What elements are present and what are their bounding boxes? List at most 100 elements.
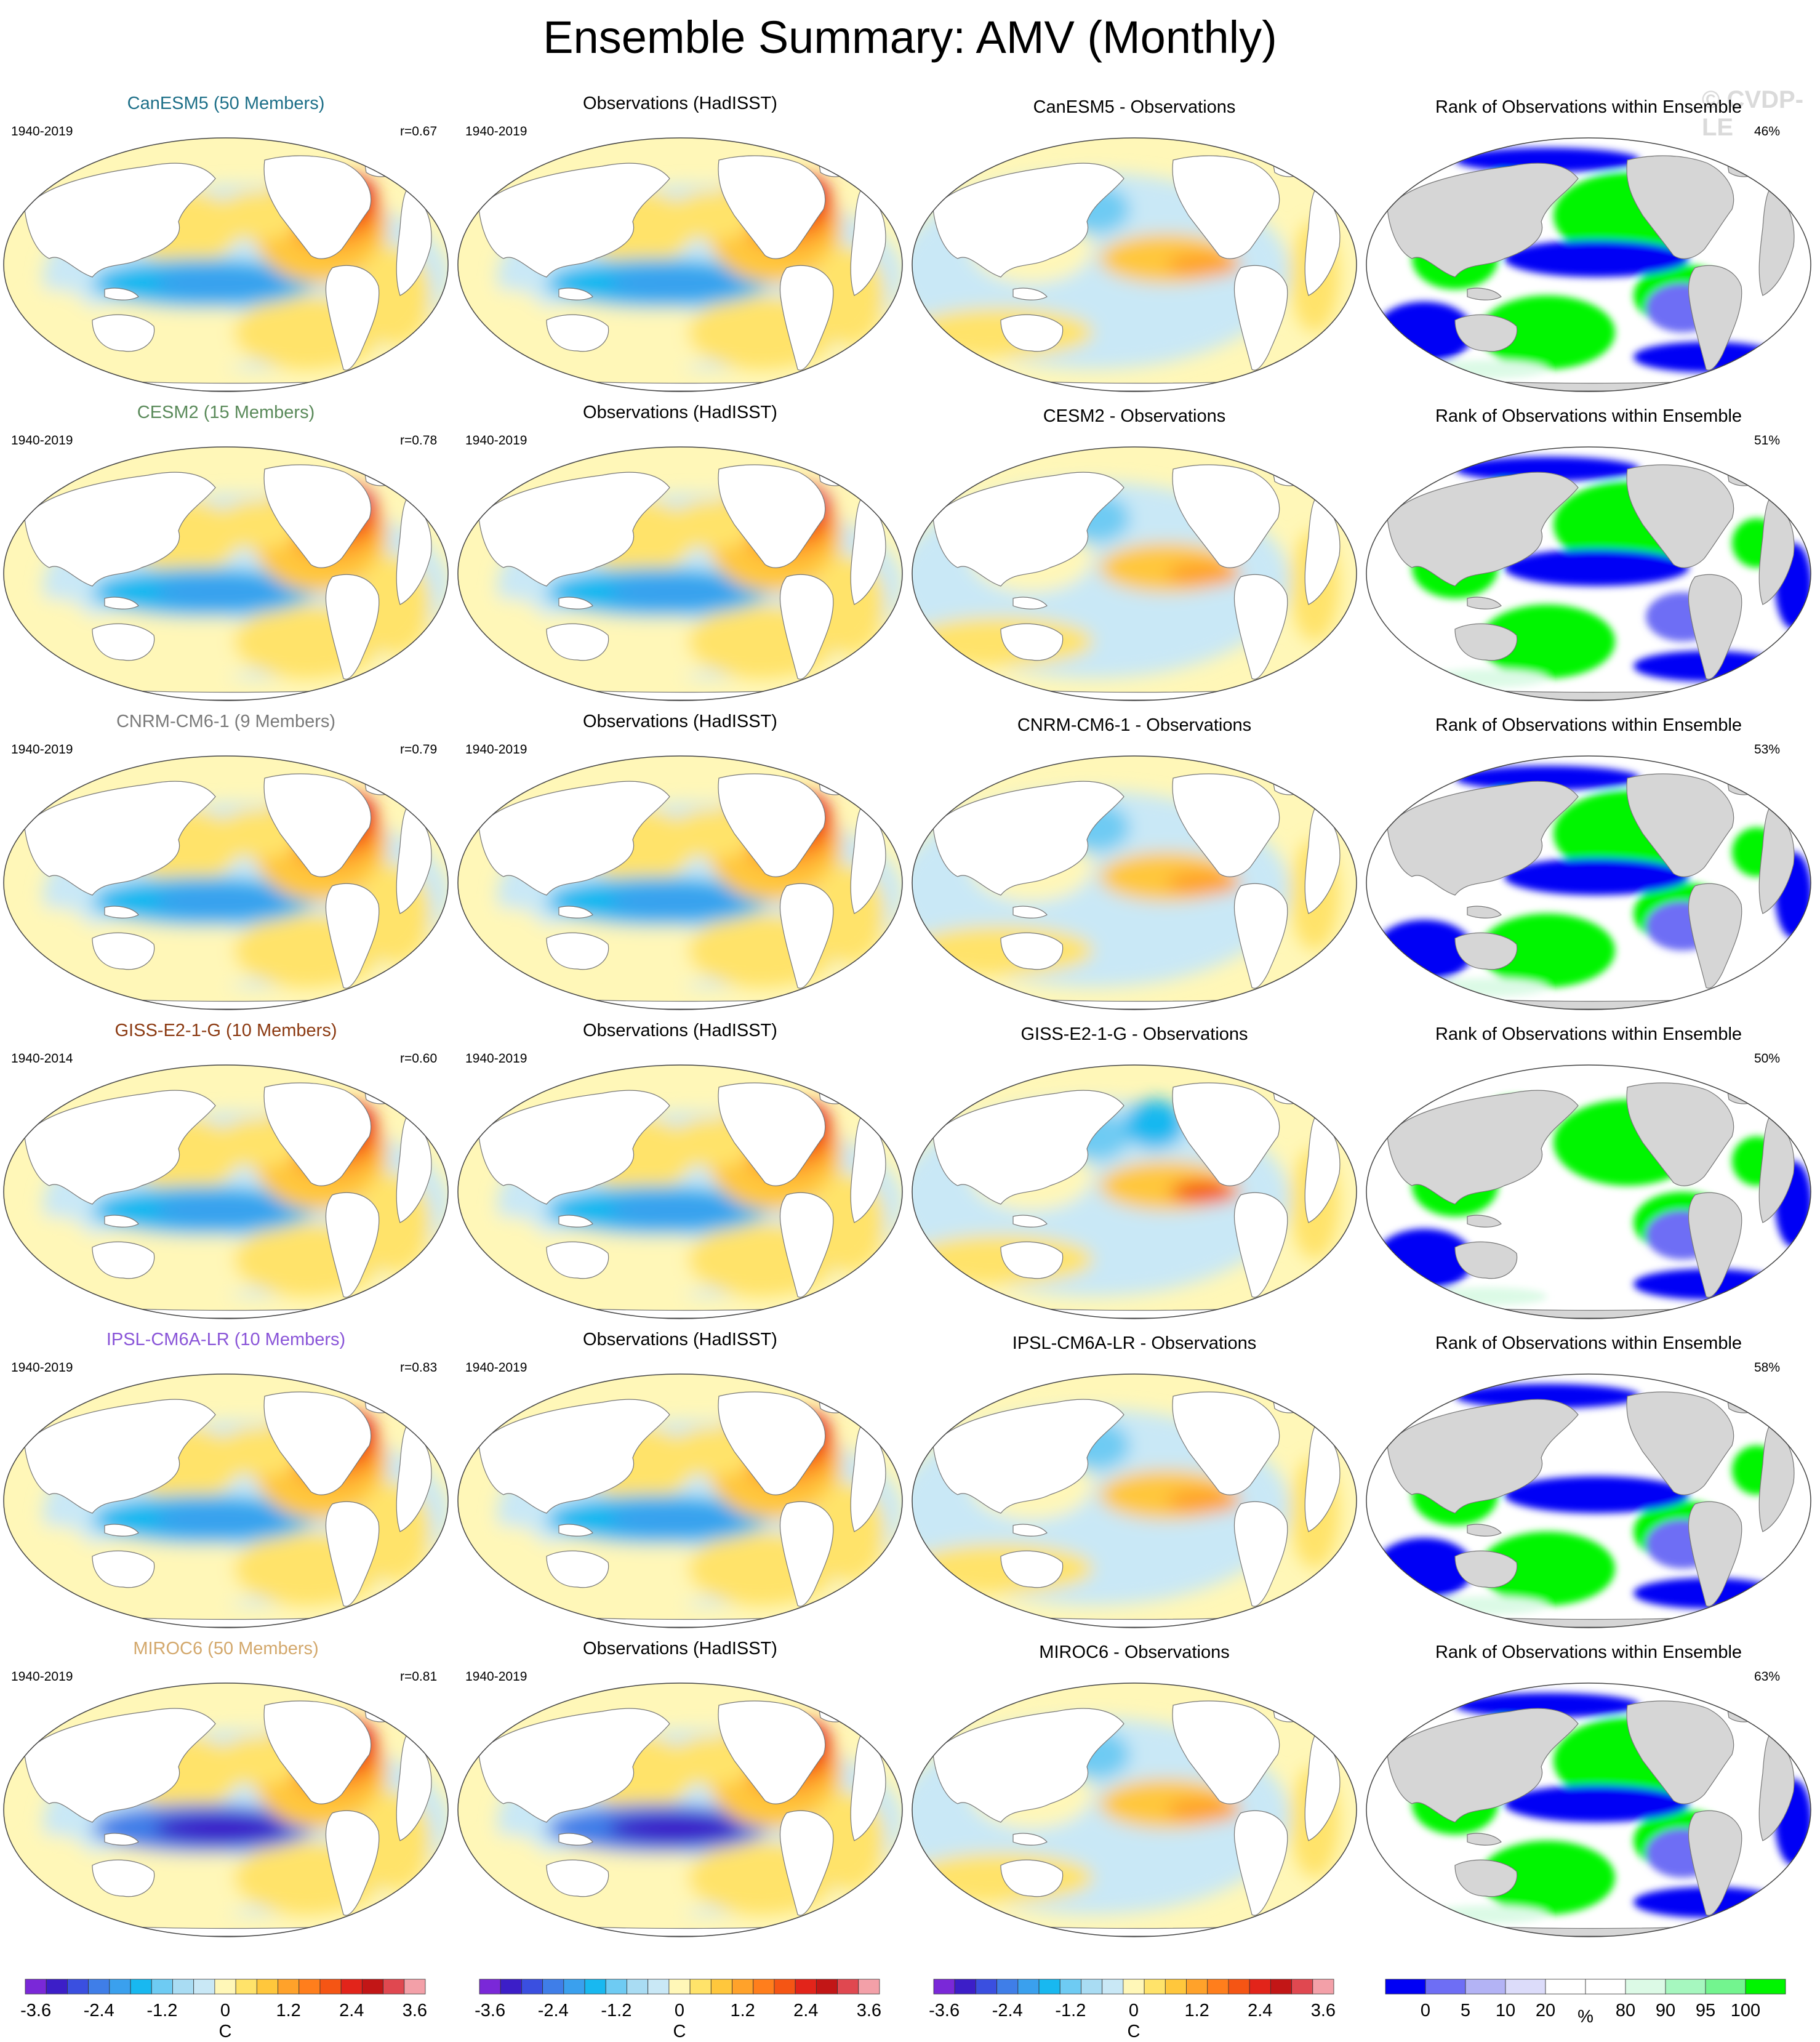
land-mass xyxy=(1000,1550,1064,1588)
anomaly-region xyxy=(154,577,289,608)
colorbar-cell xyxy=(1038,1979,1060,1995)
colorbar-tick-label: 80 xyxy=(1615,2001,1636,2020)
colorbar-tick-label: 0 xyxy=(1128,2001,1139,2020)
land-mass xyxy=(779,574,834,680)
land-mass xyxy=(1688,265,1742,371)
land-mass xyxy=(478,1399,670,1514)
anomaly-region xyxy=(154,1195,289,1226)
land-mass xyxy=(363,1080,401,1104)
land-mass xyxy=(263,1082,372,1186)
colorbar-tick-label: 2.4 xyxy=(339,2001,364,2020)
land-mass xyxy=(1725,771,1763,795)
land-mass xyxy=(1271,1389,1309,1413)
rank-panel-title: Rank of Observations within Ensemble xyxy=(1435,1333,1742,1353)
rank-region xyxy=(1504,1476,1689,1513)
model-period: 1940-2019 xyxy=(11,742,73,757)
sst-colorbar xyxy=(479,1979,880,1995)
rank-percent: 51% xyxy=(1754,433,1781,448)
land-mass xyxy=(92,1859,155,1897)
land-mass xyxy=(558,1524,593,1537)
model-map xyxy=(3,446,449,701)
colorbar-tick-label: -1.2 xyxy=(601,2001,632,2020)
rank-region xyxy=(1480,295,1615,369)
colorbar-cell xyxy=(1291,1979,1313,1995)
rank-region xyxy=(1480,1841,1615,1915)
land-mass xyxy=(325,265,380,371)
model-panel-title: CESM2 (15 Members) xyxy=(137,403,315,422)
colorbar-cell xyxy=(816,1979,838,1995)
land-mass xyxy=(1387,781,1579,896)
pattern-correlation: r=0.78 xyxy=(400,433,438,448)
colorbar-tick-label: 2.4 xyxy=(1248,2001,1273,2020)
model-period: 1940-2019 xyxy=(11,124,73,139)
colorbar-cell xyxy=(1123,1979,1145,1995)
anomaly-region xyxy=(912,1853,1093,1902)
land-mass xyxy=(478,1090,670,1205)
land-mass xyxy=(817,462,855,486)
land-mass xyxy=(1467,1833,1502,1846)
colorbar-cell xyxy=(193,1979,215,1995)
land-mass xyxy=(263,464,372,568)
anomaly-region xyxy=(1167,870,1241,895)
rank-region xyxy=(1504,1785,1689,1822)
rank-map xyxy=(1366,1064,1811,1319)
land-mass xyxy=(92,1550,155,1588)
colorbar-cell xyxy=(605,1979,627,1995)
land-mass xyxy=(850,1735,886,1841)
obs-map xyxy=(457,1373,903,1628)
obs-period: 1940-2019 xyxy=(465,1051,527,1066)
rank-region xyxy=(1424,978,1547,997)
colorbar-tick-label: 1.2 xyxy=(276,2001,301,2020)
colorbar-tick-label: 3.6 xyxy=(402,2001,428,2020)
rank-panel-title: Rank of Observations within Ensemble xyxy=(1435,1024,1742,1044)
diff-map xyxy=(912,446,1357,701)
colorbar-cell xyxy=(1545,1979,1586,1995)
land-mass xyxy=(363,153,401,177)
pattern-correlation: r=0.83 xyxy=(400,1361,438,1375)
colorbar-cell xyxy=(109,1979,131,1995)
land-mass xyxy=(1172,155,1280,259)
colorbar-cell xyxy=(1144,1979,1166,1995)
rank-panel-title: Rank of Observations within Ensemble xyxy=(1435,715,1742,735)
land-mass xyxy=(932,472,1124,587)
colorbar-cell xyxy=(795,1979,817,1995)
colorbar-cell xyxy=(1705,1979,1746,1995)
land-mass xyxy=(396,1426,432,1532)
colorbar-cell xyxy=(996,1979,1019,1995)
model-period: 1940-2019 xyxy=(11,433,73,448)
land-mass xyxy=(558,906,593,918)
rank-region xyxy=(1455,766,1640,790)
model-period: 1940-2014 xyxy=(11,1051,73,1066)
obs-panel-title: Observations (HadISST) xyxy=(583,1639,777,1658)
colorbar-tick-label: 3.6 xyxy=(856,2001,882,2020)
colorbar-cell xyxy=(404,1979,426,1995)
land-mass xyxy=(1758,1117,1795,1223)
land-mass xyxy=(478,1708,670,1823)
rank-region xyxy=(1424,669,1547,688)
colorbar-cell xyxy=(383,1979,405,1995)
model-map xyxy=(3,1373,449,1628)
anomaly-region xyxy=(18,1835,92,1896)
land-mass xyxy=(325,574,380,680)
land-mass xyxy=(92,1241,155,1279)
land-mass xyxy=(1758,499,1795,605)
land-mass xyxy=(1304,1117,1341,1223)
anomaly-region xyxy=(912,1235,1093,1284)
diff-panel-title: MIROC6 - Observations xyxy=(1039,1642,1230,1662)
rank-panel-title: Rank of Observations within Ensemble xyxy=(1435,406,1742,426)
rank-percent: 53% xyxy=(1754,742,1781,757)
model-panel-title: CanESM5 (50 Members) xyxy=(127,94,325,113)
land-mass xyxy=(478,163,670,278)
pattern-correlation: r=0.81 xyxy=(400,1670,438,1684)
colorbar-cell xyxy=(1505,1979,1546,1995)
land-mass xyxy=(546,1241,609,1279)
land-mass xyxy=(1725,462,1763,486)
rank-percent: 46% xyxy=(1754,124,1781,139)
land-mass xyxy=(1304,499,1341,605)
colorbar-cell xyxy=(67,1979,89,1995)
land-mass xyxy=(92,932,155,970)
anomaly-region xyxy=(912,617,1093,666)
colorbar-cell xyxy=(647,1979,670,1995)
land-mass xyxy=(24,1090,216,1205)
colorbar-cell xyxy=(278,1979,300,1995)
